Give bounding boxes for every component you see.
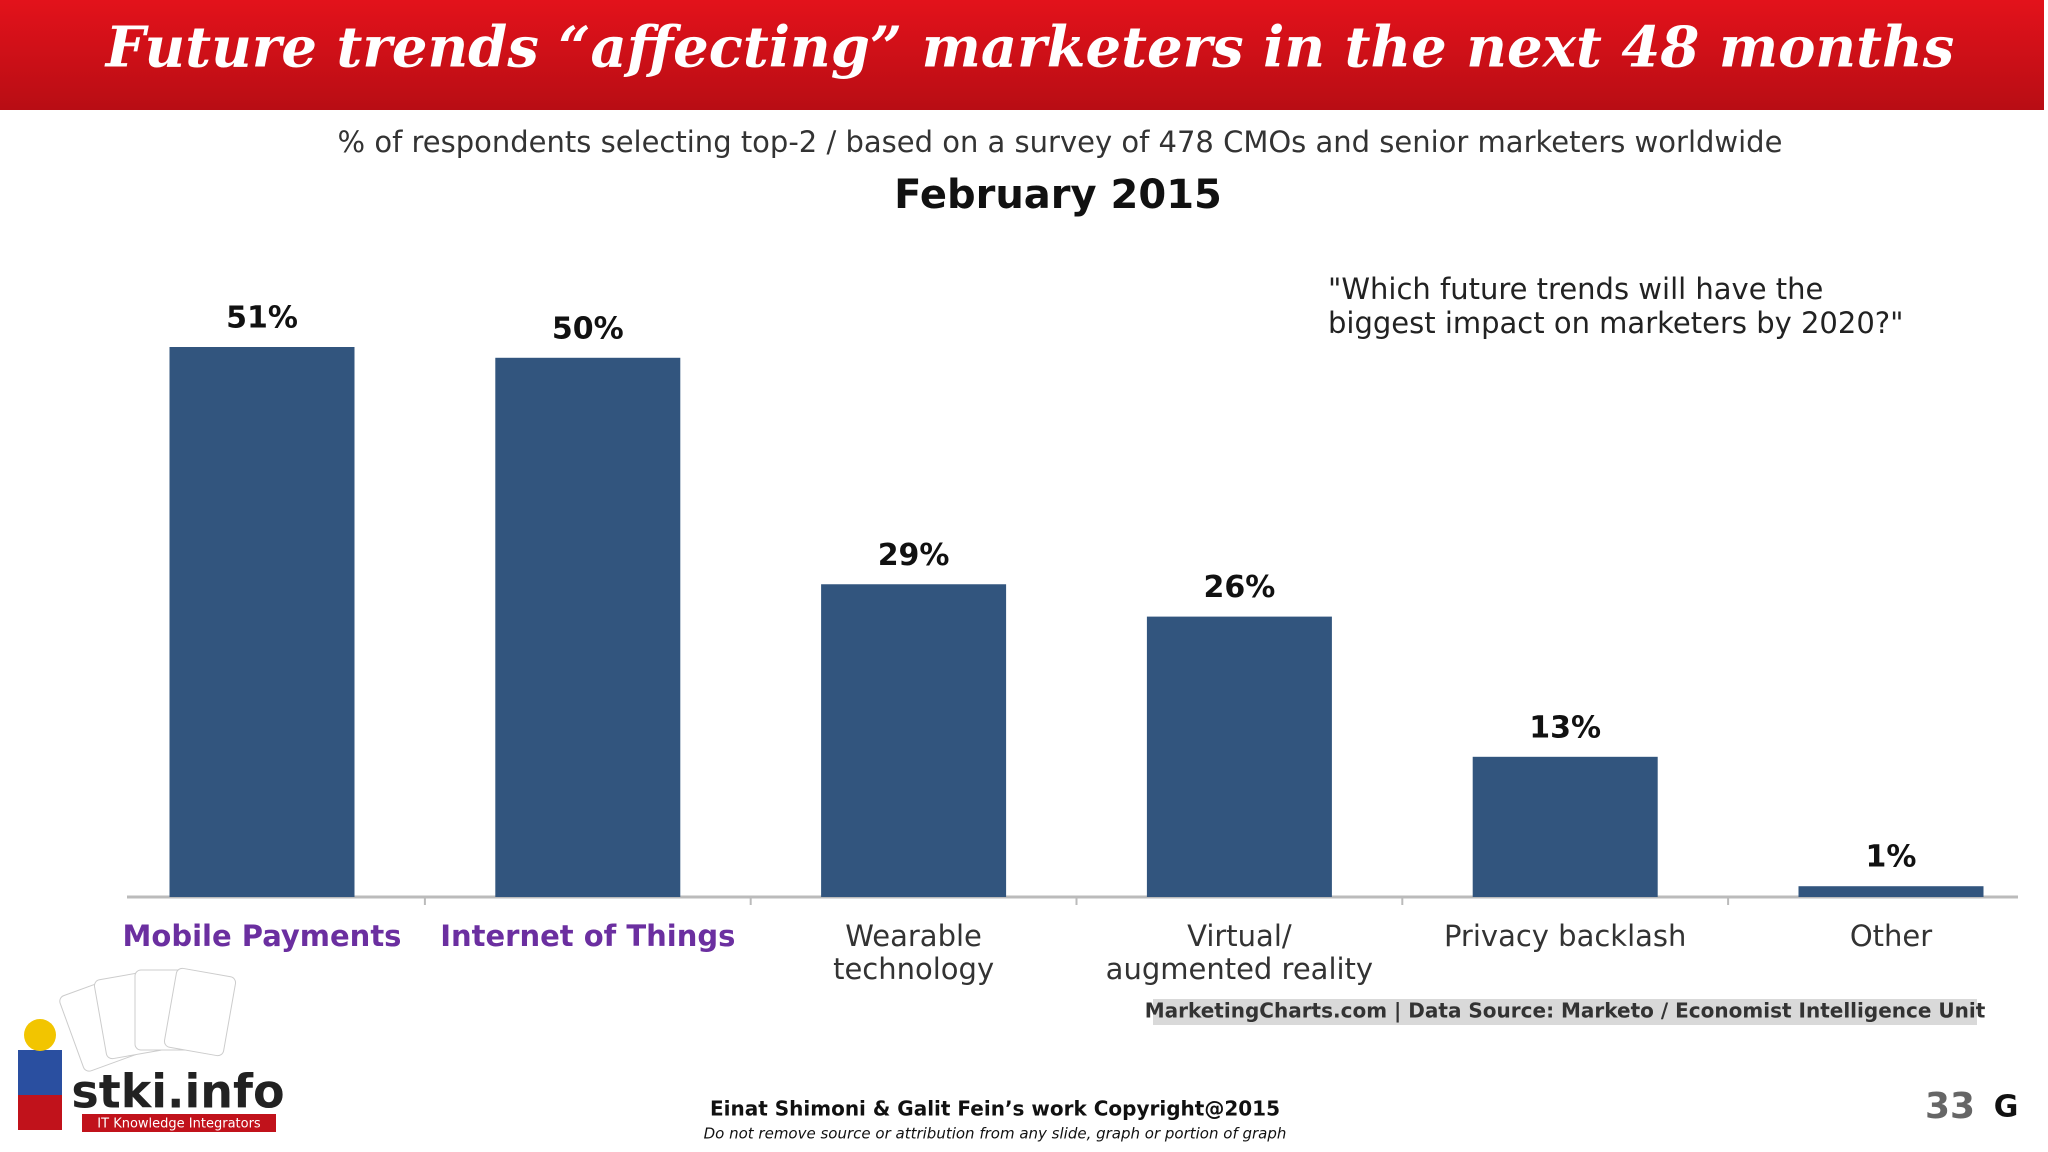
- bar: [1798, 886, 1984, 897]
- logo-text: stki.info: [71, 1065, 284, 1119]
- footer-notice: Do not remove source or attribution from…: [704, 1125, 1287, 1143]
- x-tick-label: Internet of Things: [440, 919, 736, 953]
- x-tick-label: Other: [1849, 919, 1933, 953]
- annotation-box: "Which future trends will have the bigge…: [1328, 272, 1904, 340]
- value-label: 50%: [552, 311, 624, 346]
- x-tick-label: Mobile Payments: [122, 919, 402, 953]
- bar: [495, 357, 681, 897]
- subtitle: % of respondents selecting top-2 / based…: [338, 125, 1783, 159]
- value-label: 26%: [1203, 570, 1275, 605]
- figure-legs: [18, 1095, 62, 1130]
- value-label: 51%: [226, 301, 298, 336]
- figure-head: [24, 1019, 56, 1051]
- title-banner: [0, 0, 2044, 110]
- bar: [1472, 756, 1658, 897]
- bar: [1146, 616, 1332, 897]
- value-label: 1%: [1866, 840, 1917, 875]
- logo: stki.info IT Knowledge Integrators: [18, 967, 285, 1132]
- value-label: 13%: [1529, 710, 1601, 745]
- source-box: [1153, 999, 1977, 1025]
- logo-tagline: IT Knowledge Integrators: [97, 1117, 261, 1132]
- page-mark: G: [1994, 1090, 2019, 1125]
- date-heading: February 2015: [894, 172, 1222, 218]
- x-tick-label: Virtual/ augmented reality: [1105, 919, 1374, 986]
- x-tick-label: Wearable technology: [833, 919, 995, 986]
- x-tick-label: Privacy backlash: [1443, 919, 1687, 953]
- logo-tag-box: [82, 1114, 276, 1132]
- value-label: 29%: [878, 538, 950, 573]
- chart-title: Future trends “affecting” marketers in t…: [104, 15, 1955, 81]
- page-number: 33: [1925, 1086, 1975, 1127]
- bar: [821, 584, 1007, 897]
- source: MarketingCharts.com | Data Source: Marke…: [1145, 999, 1986, 1023]
- bar: [169, 347, 355, 897]
- card: [163, 967, 237, 1057]
- footer-credit: Einat Shimoni & Galit Fein’s work Copyri…: [710, 1097, 1280, 1121]
- annotation: "Which future trends will have the bigge…: [1328, 272, 1904, 340]
